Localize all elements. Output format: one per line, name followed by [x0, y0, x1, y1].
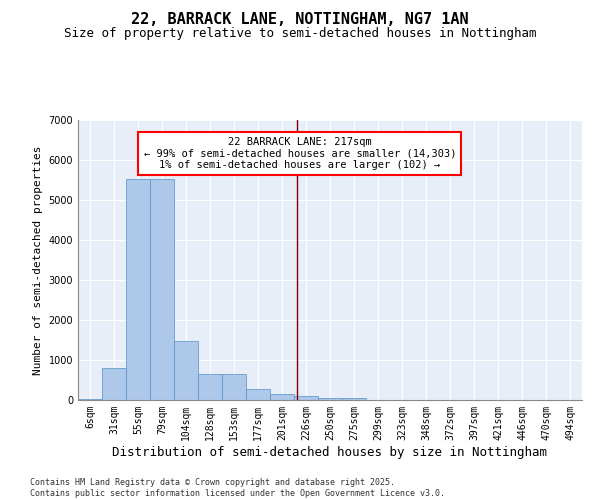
X-axis label: Distribution of semi-detached houses by size in Nottingham: Distribution of semi-detached houses by … — [113, 446, 548, 458]
Bar — [222, 374, 246, 400]
Bar — [102, 368, 126, 400]
Text: 22 BARRACK LANE: 217sqm
← 99% of semi-detached houses are smaller (14,303)
1% of: 22 BARRACK LANE: 217sqm ← 99% of semi-de… — [143, 137, 456, 170]
Bar — [198, 374, 222, 400]
Text: Contains HM Land Registry data © Crown copyright and database right 2025.
Contai: Contains HM Land Registry data © Crown c… — [30, 478, 445, 498]
Bar — [126, 179, 150, 400]
Text: 22, BARRACK LANE, NOTTINGHAM, NG7 1AN: 22, BARRACK LANE, NOTTINGHAM, NG7 1AN — [131, 12, 469, 28]
Text: Size of property relative to semi-detached houses in Nottingham: Size of property relative to semi-detach… — [64, 28, 536, 40]
Bar — [246, 389, 270, 400]
Bar — [318, 398, 342, 400]
Bar — [270, 394, 294, 400]
Y-axis label: Number of semi-detached properties: Number of semi-detached properties — [33, 145, 43, 375]
Bar — [342, 398, 366, 400]
Bar — [78, 399, 102, 400]
Bar — [174, 341, 198, 400]
Bar — [150, 179, 174, 400]
Bar — [294, 396, 318, 400]
